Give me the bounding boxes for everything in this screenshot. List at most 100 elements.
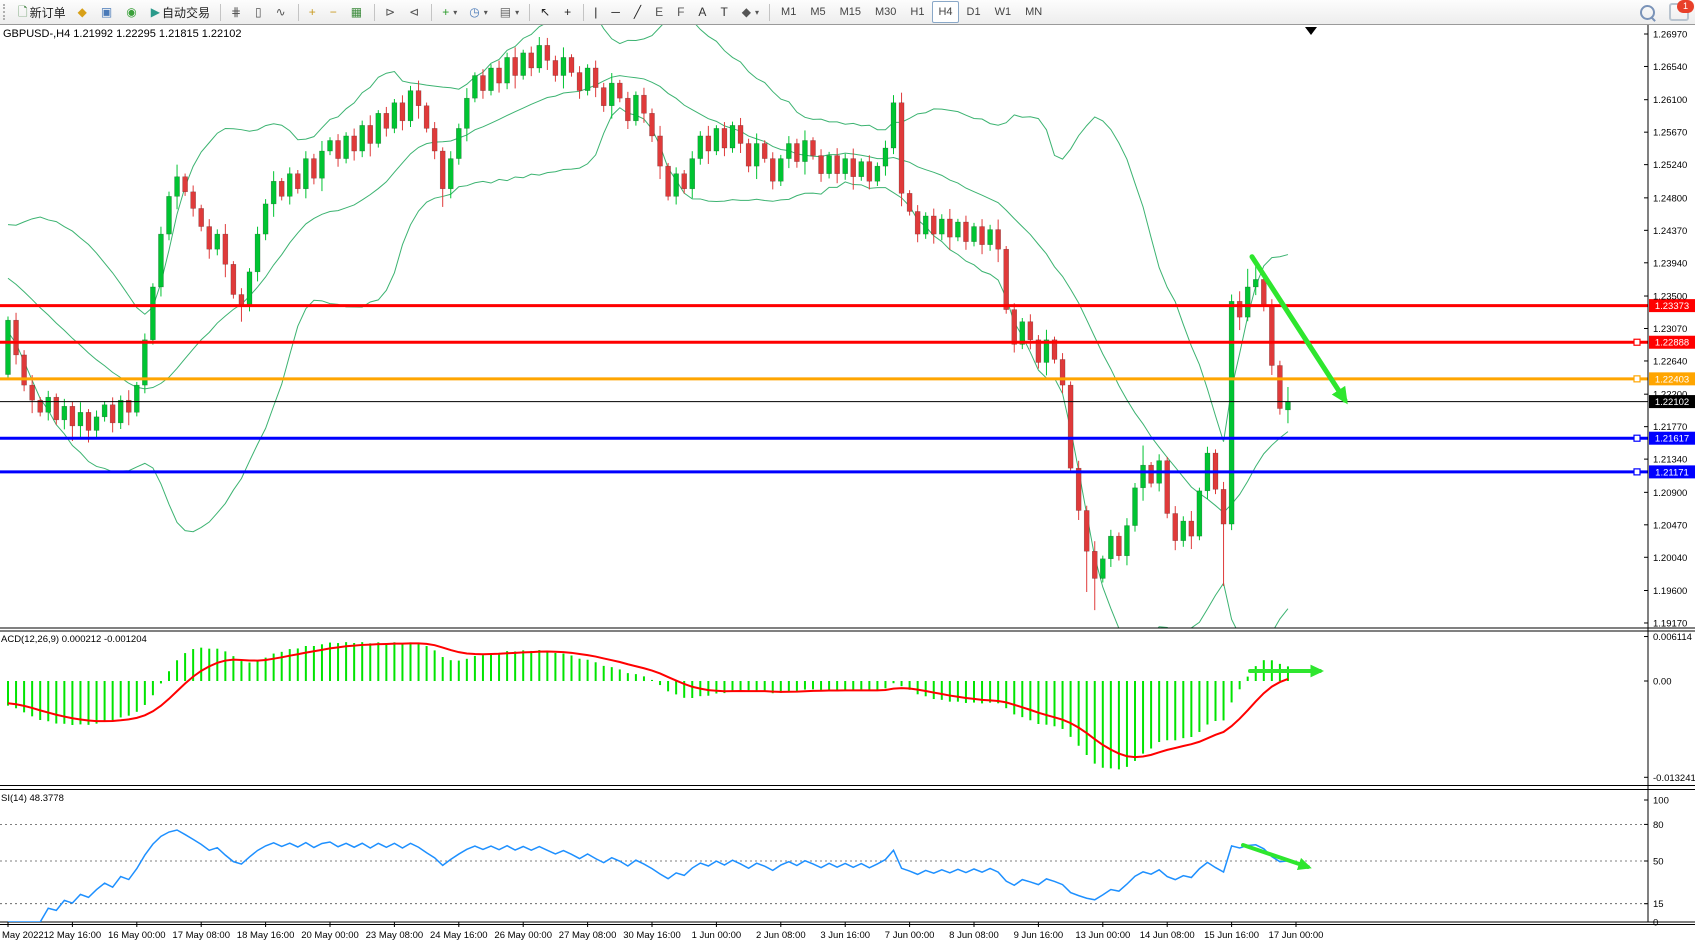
time-tick-label: 8 Jun 08:00 xyxy=(949,930,999,941)
time-axis[interactable]: May 2022 12 May 16:00 16 May 00:00 17 May 0… xyxy=(2,922,1323,941)
horizontal-line-button[interactable]: ─ xyxy=(606,1,627,23)
candle-body xyxy=(1083,510,1090,552)
time-tick-label: 16 May 00:00 xyxy=(108,930,166,941)
trendline-button[interactable]: ╱ xyxy=(629,1,648,23)
search-icon[interactable] xyxy=(1640,4,1655,20)
candle-body xyxy=(1027,321,1034,341)
candle-body xyxy=(568,57,575,73)
candle-body xyxy=(1196,490,1203,537)
text-button[interactable]: A xyxy=(693,1,713,23)
candle-body xyxy=(150,286,156,341)
chevron-down-icon: ▾ xyxy=(515,7,520,17)
time-tick-label: 15 Jun 16:00 xyxy=(1204,930,1259,941)
fibo-e-icon: E xyxy=(655,5,664,19)
candle-body xyxy=(504,57,510,84)
timeframe-w1-button[interactable]: W1 xyxy=(994,6,1012,18)
chart-ohlc-title: GBPUSD-,H4 1.21992 1.22295 1.21815 1.221… xyxy=(3,28,242,40)
fibo-retracement-button[interactable]: E xyxy=(650,1,670,23)
chart-shift-marker[interactable] xyxy=(1305,27,1317,35)
tile-windows-button[interactable]: ▦ xyxy=(346,1,369,23)
candle-body xyxy=(866,161,873,182)
periods-button[interactable]: ◷ ▾ xyxy=(464,1,493,23)
candle-body xyxy=(689,158,695,190)
candle-body xyxy=(721,128,728,149)
cursor-button[interactable]: ↖ xyxy=(535,1,557,23)
candle-body xyxy=(536,45,543,69)
zoom-in-button[interactable]: + xyxy=(304,1,323,23)
line-handle[interactable] xyxy=(1633,375,1641,383)
new-order-button[interactable]: 🗋 新订单 xyxy=(13,1,71,23)
chart-shift-icon: ⊲ xyxy=(409,5,420,19)
candle-body xyxy=(1244,286,1251,318)
line-handle[interactable] xyxy=(1633,434,1641,442)
market-watch-button[interactable]: ◆ xyxy=(73,1,94,23)
timeframe-h4-button[interactable]: H4 xyxy=(932,1,959,23)
chevron-down-icon: ▾ xyxy=(755,7,760,17)
line-handle[interactable] xyxy=(1633,468,1641,476)
rsi-line xyxy=(8,829,1289,922)
candle-body xyxy=(826,155,832,174)
time-tick-label: 17 May 08:00 xyxy=(172,930,230,941)
notifications-icon[interactable]: 1 xyxy=(1669,0,1694,21)
price-line-label-bg xyxy=(1649,431,1695,445)
text-label-button[interactable]: T xyxy=(715,1,734,23)
candle-body xyxy=(931,215,937,235)
candle-body xyxy=(311,158,317,179)
candle-body xyxy=(1132,487,1138,526)
toolbar: 🗋 新订单 ◆ ▣ ◉ ▶ 自动交易 ⋕ ▯ ∿ + − ▦ ⊳ ⊲ + ▾ ◷ ▾ ▤ ▾ ↖ + | ─ ╱ E F A T ◆ ▾ M1 M… xyxy=(0,0,1695,25)
timeframe-m15-button[interactable]: M15 xyxy=(839,6,861,18)
candle-body xyxy=(134,384,140,413)
line-handle[interactable] xyxy=(1633,338,1641,346)
timeframe-h1-button[interactable]: H1 xyxy=(910,6,925,18)
line-chart-button[interactable]: ∿ xyxy=(271,1,293,23)
fibo-fan-button[interactable]: F xyxy=(672,1,691,23)
price-line-label-bg xyxy=(1649,465,1695,479)
timeframe-m5-button[interactable]: M5 xyxy=(810,6,826,18)
template-icon: ▤ xyxy=(499,5,512,19)
price-axis[interactable]: 1.26970 1.26540 1.26100 1.25670 1.25240 1.248… xyxy=(1644,30,1687,630)
candle-body xyxy=(262,203,269,235)
macd-panel xyxy=(7,642,1289,770)
candle-body xyxy=(528,52,534,69)
time-tick-label: 20 May 00:00 xyxy=(301,930,359,941)
zoom-out-button[interactable]: − xyxy=(325,1,344,23)
vertical-line-button[interactable]: | xyxy=(589,1,604,23)
rsi-tick-label: 0 xyxy=(1653,918,1658,929)
price-tick-label: 1.20040 xyxy=(1653,553,1687,564)
price-line-label: 1.22888 xyxy=(1655,338,1689,349)
timeframe-d1-button[interactable]: D1 xyxy=(966,6,981,18)
rsi-down-arrow[interactable] xyxy=(1241,843,1312,870)
candle-body xyxy=(705,135,712,152)
crosshair-button[interactable]: + xyxy=(559,1,578,23)
price-tick-label: 1.24800 xyxy=(1653,193,1687,204)
rsi-indicator-label: SI(14) 48.3778 xyxy=(1,793,64,804)
bar-chart-button[interactable]: ⋕ xyxy=(226,1,248,23)
candle-body xyxy=(1140,464,1146,489)
rsi-tick-label: 100 xyxy=(1653,796,1669,807)
data-window-button[interactable]: ▣ xyxy=(96,1,119,23)
timeframe-m30-button[interactable]: M30 xyxy=(875,6,897,18)
bb-upper xyxy=(7,25,1289,442)
candlestick-chart-button[interactable]: ▯ xyxy=(250,1,269,23)
timeframe-mn-button[interactable]: MN xyxy=(1025,6,1043,18)
indicators-button[interactable]: + ▾ xyxy=(437,1,462,23)
candle-body xyxy=(770,158,776,182)
price-tick-label: 1.20470 xyxy=(1653,520,1687,531)
autotrading-button[interactable]: ▶ 自动交易 xyxy=(146,1,215,23)
candle-body xyxy=(802,140,808,162)
chart-shift-button[interactable]: ⊲ xyxy=(404,1,426,23)
candle-body xyxy=(1051,339,1058,360)
price-tick-label: 1.21770 xyxy=(1653,422,1687,433)
signals-button[interactable]: ◉ xyxy=(121,1,143,23)
candle-body xyxy=(1253,279,1259,288)
templates-button[interactable]: ▤ ▾ xyxy=(495,1,524,23)
candle-body xyxy=(198,208,204,227)
toolbar-separator xyxy=(219,3,221,21)
shapes-button[interactable]: ◆ ▾ xyxy=(737,1,764,23)
timeframe-m1-button[interactable]: M1 xyxy=(781,6,797,18)
candle-body xyxy=(351,135,357,152)
auto-scroll-button[interactable]: ⊳ xyxy=(380,1,402,23)
price-downtrend-arrow[interactable] xyxy=(1249,254,1348,405)
